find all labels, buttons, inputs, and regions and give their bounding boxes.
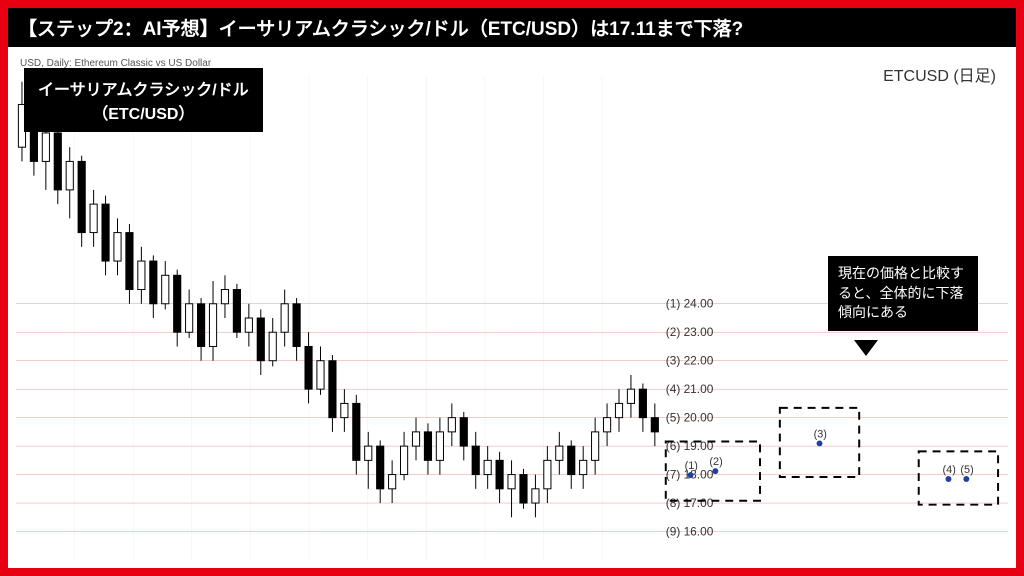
title-text: 【ステップ2：AI予想】イーサリアムクラシック/ドル（ETC/USD）は17.1… <box>18 19 743 40</box>
pair-label-line2: （ETC/USD） <box>38 100 249 124</box>
svg-text:(8) 17.00: (8) 17.00 <box>666 496 714 510</box>
svg-text:(1) 24.00: (1) 24.00 <box>666 297 714 311</box>
chart-area: USD, Daily: Ethereum Classic vs US Dolla… <box>16 56 1008 560</box>
pair-label-line1: イーサリアムクラシック/ドル <box>38 76 249 100</box>
svg-text:(2): (2) <box>709 456 722 468</box>
svg-text:(9) 16.00: (9) 16.00 <box>666 525 714 539</box>
svg-text:(2) 23.00: (2) 23.00 <box>666 325 714 339</box>
svg-text:(4) 21.00: (4) 21.00 <box>666 382 714 396</box>
svg-text:(5): (5) <box>960 464 973 476</box>
svg-text:(5) 20.00: (5) 20.00 <box>666 411 714 425</box>
svg-text:(3): (3) <box>814 429 827 441</box>
title-bar: 【ステップ2：AI予想】イーサリアムクラシック/ドル（ETC/USD）は17.1… <box>8 8 1016 47</box>
annotation-callout: 現在の価格と比較すると、全体的に下落傾向にある <box>828 256 978 331</box>
timeframe-label: ETCUSD (日足) <box>883 62 996 86</box>
annotation-arrow-icon <box>854 340 878 356</box>
chart-frame: 【ステップ2：AI予想】イーサリアムクラシック/ドル（ETC/USD）は17.1… <box>0 0 1024 576</box>
pair-label-box: イーサリアムクラシック/ドル （ETC/USD） <box>24 68 263 132</box>
svg-text:(4): (4) <box>943 464 956 476</box>
svg-text:(1): (1) <box>685 460 698 472</box>
svg-text:(3) 22.00: (3) 22.00 <box>666 354 714 368</box>
